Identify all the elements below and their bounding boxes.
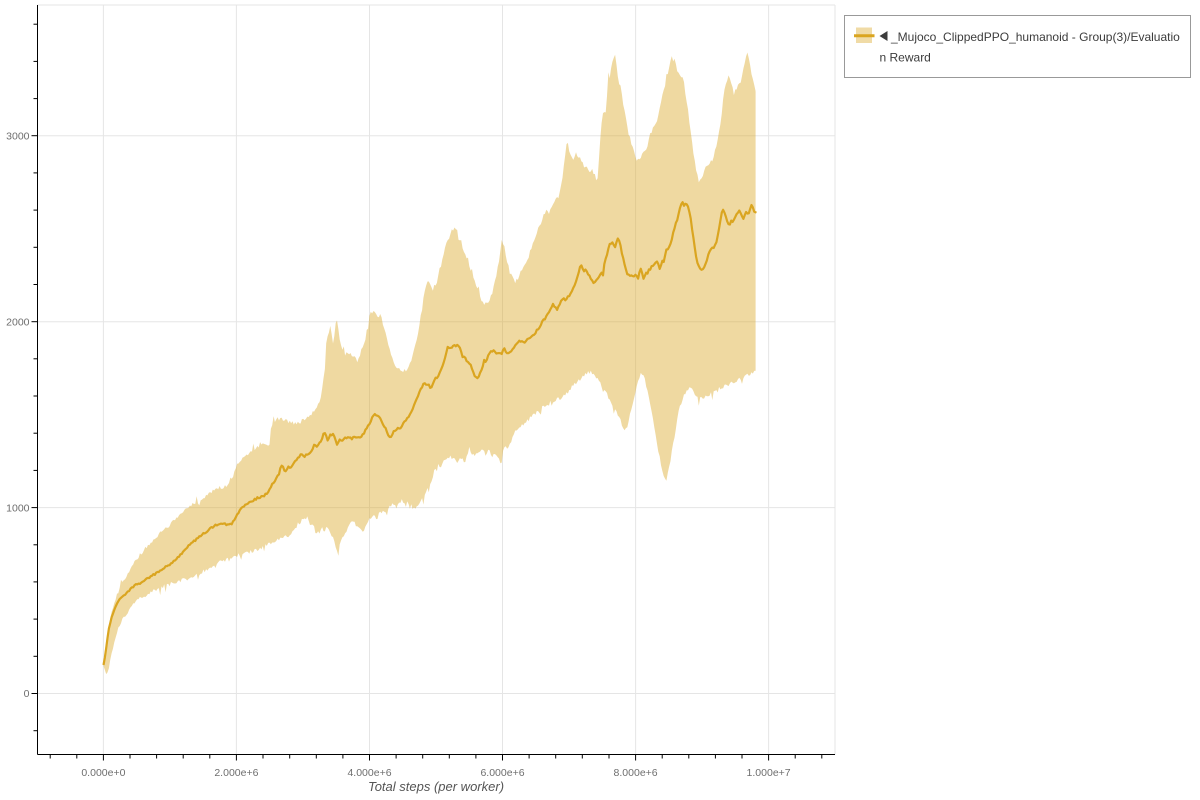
svg-text:n Reward: n Reward bbox=[880, 51, 931, 65]
svg-text:8.000e+6: 8.000e+6 bbox=[614, 767, 658, 779]
svg-text:2.000e+6: 2.000e+6 bbox=[214, 767, 258, 779]
svg-text:4.000e+6: 4.000e+6 bbox=[347, 767, 391, 779]
svg-text:1.000e+7: 1.000e+7 bbox=[747, 767, 791, 779]
svg-text:1000: 1000 bbox=[6, 502, 30, 514]
svg-text:0.000e+0: 0.000e+0 bbox=[81, 767, 125, 779]
svg-text:2000: 2000 bbox=[6, 316, 30, 328]
svg-text:Total steps (per worker): Total steps (per worker) bbox=[368, 779, 504, 794]
svg-text:_Mujoco_ClippedPPO_humanoid -: _Mujoco_ClippedPPO_humanoid - Group(3)/E… bbox=[890, 30, 1180, 44]
svg-text:0: 0 bbox=[24, 688, 30, 700]
svg-text:3000: 3000 bbox=[6, 130, 30, 142]
svg-text:6.000e+6: 6.000e+6 bbox=[480, 767, 524, 779]
